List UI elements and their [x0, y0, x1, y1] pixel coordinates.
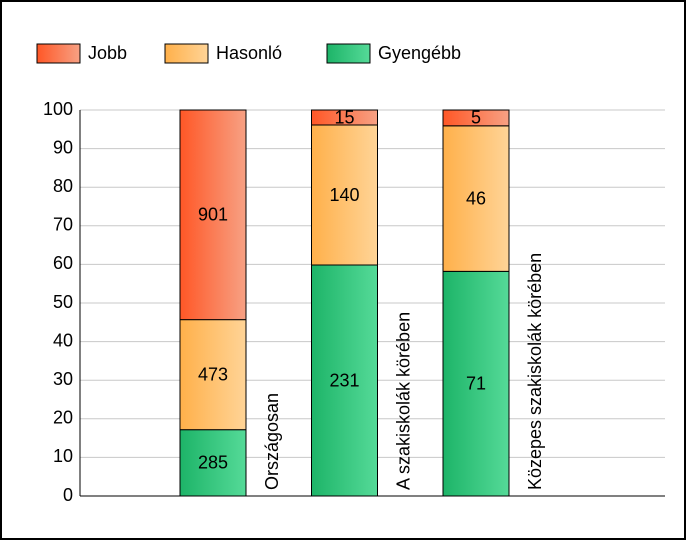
y-tick-label: 20	[53, 408, 73, 428]
bar-segment	[442, 125, 510, 272]
legend-label: Hasonló	[216, 43, 282, 63]
data-label: 140	[329, 185, 359, 205]
legend-swatch	[326, 43, 371, 64]
bar-segment	[442, 270, 510, 497]
bar-segment	[442, 109, 510, 127]
y-tick-label: 0	[63, 485, 73, 505]
data-label: 46	[466, 188, 486, 208]
y-tick-label: 70	[53, 215, 73, 235]
y-tick-label: 50	[53, 292, 73, 312]
bar-segment	[311, 109, 378, 126]
bar-segment	[311, 124, 378, 266]
category-label: Országosan	[262, 393, 282, 490]
legend-label: Jobb	[88, 43, 127, 63]
data-label: 473	[198, 364, 228, 384]
data-label: 901	[198, 205, 228, 225]
legend-swatch	[36, 43, 81, 64]
legend-label: Gyengébb	[378, 43, 461, 63]
y-tick-label: 80	[53, 176, 73, 196]
bar-segment	[179, 429, 247, 497]
data-label: 285	[198, 453, 228, 473]
data-label: 15	[334, 107, 354, 127]
category-label: A szakiskolák körében	[393, 312, 413, 490]
y-tick-label: 30	[53, 369, 73, 389]
y-tick-label: 10	[53, 446, 73, 466]
y-tick-label: 100	[43, 99, 73, 119]
data-label: 231	[329, 370, 359, 390]
bar-segment	[311, 264, 378, 497]
data-label: 5	[471, 108, 481, 128]
y-tick-label: 90	[53, 137, 73, 157]
legend-swatch	[164, 43, 209, 64]
y-tick-label: 40	[53, 330, 73, 350]
bar-segment	[179, 109, 247, 321]
bar-segment	[179, 319, 247, 431]
data-label: 71	[466, 373, 486, 393]
y-tick-label: 60	[53, 253, 73, 273]
category-label: Közepes szakiskolák körében	[525, 253, 545, 490]
